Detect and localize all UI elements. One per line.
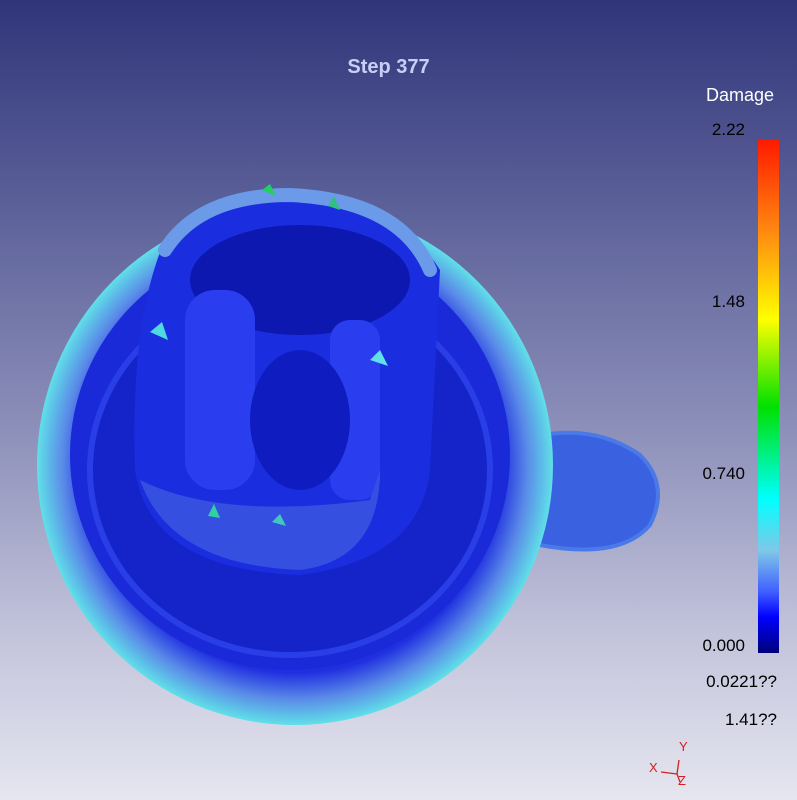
y-axis-line: [676, 759, 680, 775]
x-axis-line: [660, 771, 678, 775]
max-readout: 1.41??: [725, 710, 777, 729]
damage-hotspot: [272, 514, 286, 526]
z-axis-line: [676, 773, 681, 783]
damage-hotspot: [208, 504, 220, 518]
colorbar-gradient: [758, 140, 779, 653]
inner-core: [250, 350, 350, 490]
cup-rim: [158, 187, 437, 277]
axis-triad: X Y Z: [649, 739, 688, 788]
colorbar-tick: 0.740: [702, 464, 745, 483]
colorbar-tick-max: 2.22: [711, 120, 745, 139]
damage-mesh-model: [37, 184, 660, 725]
damage-hotspot: [262, 184, 276, 196]
handle-lug: [517, 430, 660, 552]
damage-hotspot: [370, 350, 388, 366]
z-axis-label: Z: [678, 773, 686, 788]
damage-hotspot: [328, 196, 340, 210]
cup-front-wall: [140, 470, 380, 570]
inner-post-left: [185, 290, 255, 490]
min-readout: 0.0221??: [706, 672, 777, 691]
y-axis-label: Y: [679, 739, 688, 754]
damage-hotspot: [150, 322, 168, 340]
step-title: Step 377: [347, 56, 430, 78]
x-axis-label: X: [649, 760, 658, 775]
colorbar-tick: 1.48: [711, 292, 745, 311]
colorbar-tick-min: 0.000: [702, 636, 745, 655]
colorbar-title: Damage: [706, 85, 775, 105]
